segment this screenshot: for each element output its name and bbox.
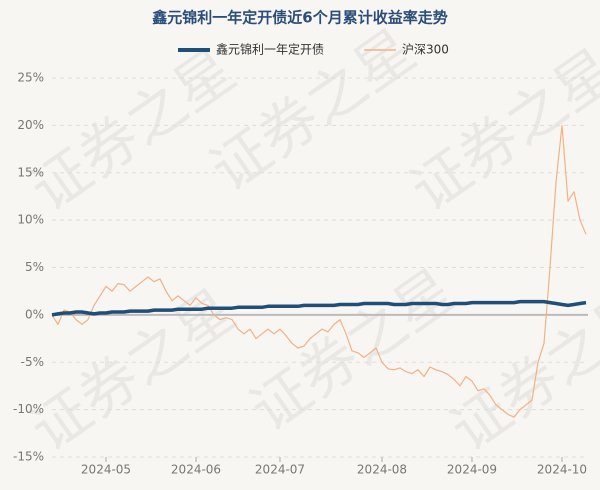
x-tick-label: 2024-06 [171, 463, 221, 477]
y-tick-label: 5% [25, 260, 44, 274]
y-tick-label: 15% [17, 165, 44, 179]
x-tick-label: 2024-09 [447, 463, 497, 477]
legend-label: 鑫元锦利一年定开债 [216, 42, 324, 57]
y-tick-label: 0% [25, 307, 44, 321]
x-tick-label: 2024-05 [81, 463, 131, 477]
x-tick-label: 2024-08 [357, 463, 407, 477]
series-line [51, 124, 587, 418]
series-line [51, 299, 587, 317]
chart-title: 鑫元锦利一年定开债近6个月累计收益率走势 [151, 9, 447, 27]
legend-label: 沪深300 [402, 43, 449, 57]
y-tick-label: -10% [13, 402, 44, 416]
y-tick-label: 10% [17, 213, 44, 227]
x-tick-label: 2024-07 [255, 463, 305, 477]
y-tick-label: 20% [17, 118, 44, 132]
y-tick-label: -5% [21, 355, 44, 369]
y-tick-label: 25% [17, 71, 44, 85]
x-tick-label: 2024-10 [537, 463, 587, 477]
y-tick-label: -15% [13, 450, 44, 464]
